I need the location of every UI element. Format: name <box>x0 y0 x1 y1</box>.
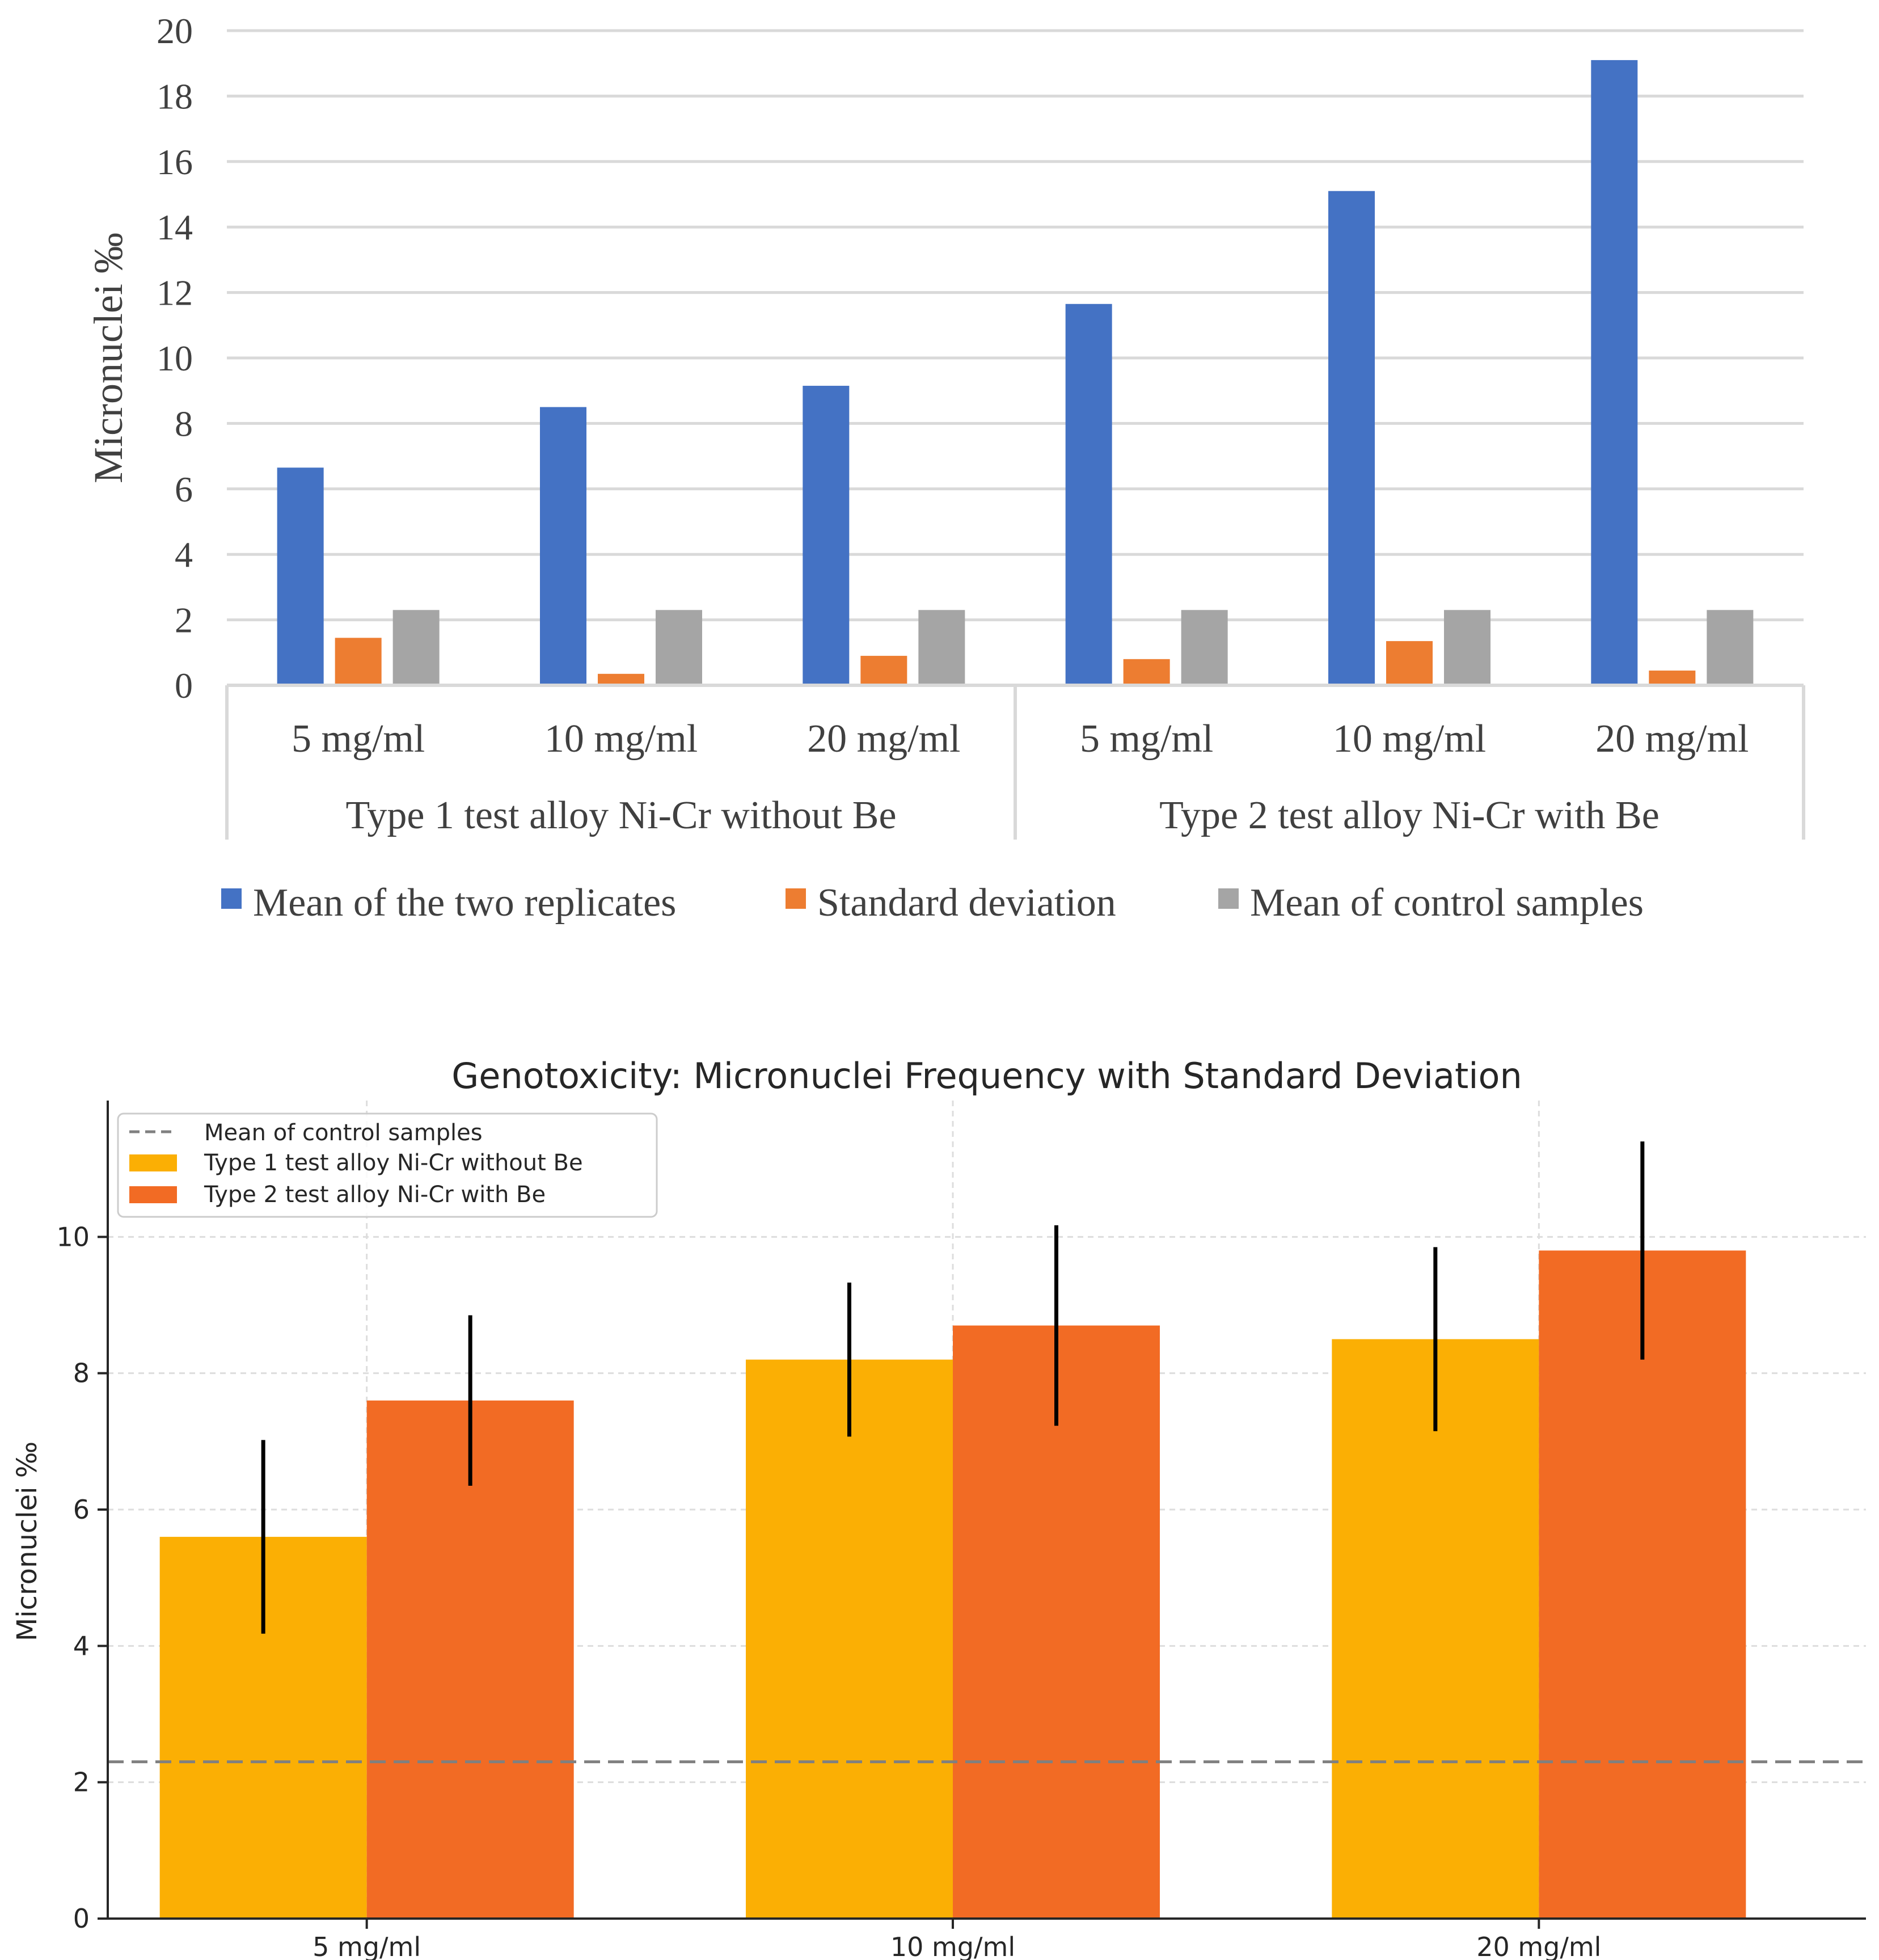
y-tick-label: 6 <box>175 469 193 509</box>
legend-frame <box>117 1112 658 1218</box>
bar <box>366 1400 574 1919</box>
bar <box>1539 1250 1746 1919</box>
legend-label: Type 1 test alloy Ni-Cr without Be <box>204 1150 583 1176</box>
bar <box>598 673 644 685</box>
x-tick-label: 10 mg/ml <box>1333 717 1486 761</box>
legend-label: Mean of control samples <box>204 1120 483 1146</box>
bar <box>277 467 324 685</box>
bar <box>1181 610 1228 685</box>
x-tick-label: 20 mg/ml <box>1476 1932 1601 1960</box>
y-tick-label: 2 <box>175 600 193 640</box>
chart-genotoxicity: Genotoxicity: Micronuclei Frequency with… <box>11 1055 1866 1960</box>
y-tick-label: 20 <box>157 11 193 51</box>
legend-label: Standard deviation <box>817 881 1116 925</box>
y-tick-label: 4 <box>175 534 193 575</box>
bar <box>1444 610 1490 685</box>
legend-label: Mean of control samples <box>1250 881 1644 925</box>
y-tick-label: 6 <box>73 1494 90 1525</box>
y-tick-label: 2 <box>73 1767 90 1798</box>
y-axis-label: Micronuclei ‰ <box>11 1441 43 1641</box>
legend-swatch <box>1218 888 1239 909</box>
bar <box>860 656 907 685</box>
x-tick-label: 10 mg/ml <box>890 1932 1015 1960</box>
bar <box>1707 610 1754 685</box>
legend: Mean of control samples Type 1 test alloy… <box>117 1112 658 1218</box>
bar <box>1123 659 1170 685</box>
y-tick-label: 14 <box>157 207 193 247</box>
bar <box>392 610 440 685</box>
group-label: Type 2 test alloy Ni-Cr with Be <box>1159 794 1660 837</box>
bar <box>540 407 586 685</box>
y-tick-label: 10 <box>56 1221 90 1252</box>
x-tick-label: 20 mg/ml <box>807 717 960 761</box>
y-tick-label: 12 <box>157 273 193 313</box>
bar <box>1386 641 1433 685</box>
legend-swatch <box>129 1154 177 1171</box>
bar <box>746 1359 953 1919</box>
bar <box>656 610 702 685</box>
chart-title: Genotoxicity: Micronuclei Frequency with… <box>451 1055 1522 1097</box>
y-tick-label: 10 <box>157 338 193 378</box>
x-tick-label: 20 mg/ml <box>1595 717 1749 761</box>
y-tick-label: 4 <box>73 1630 90 1661</box>
y-tick-label: 0 <box>175 665 193 706</box>
bar <box>335 638 382 685</box>
legend-swatch <box>786 888 806 909</box>
y-tick-label: 0 <box>73 1903 90 1934</box>
bar <box>918 610 965 685</box>
bar <box>1649 671 1696 685</box>
bar <box>1591 60 1638 685</box>
x-tick-label: 10 mg/ml <box>544 717 698 761</box>
bar <box>1065 304 1112 685</box>
bar <box>803 386 850 685</box>
bar <box>1332 1339 1539 1919</box>
legend-label: Mean of the two replicates <box>253 881 676 925</box>
y-tick-label: 8 <box>73 1358 90 1389</box>
group-label: Type 1 test alloy Ni-Cr without Be <box>345 794 896 837</box>
legend-swatch <box>129 1186 177 1203</box>
bar <box>1328 191 1375 686</box>
y-tick-label: 16 <box>157 142 193 182</box>
x-tick-label: 5 mg/ml <box>313 1932 421 1960</box>
y-tick-label: 8 <box>175 403 193 444</box>
legend-swatch <box>221 888 242 909</box>
legend: Mean of the two replicates Standard devia… <box>221 881 1644 925</box>
y-tick-label: 18 <box>157 76 193 116</box>
x-tick-label: 5 mg/ml <box>1080 717 1213 761</box>
x-tick-label: 5 mg/ml <box>292 717 425 761</box>
legend-label: Type 2 test alloy Ni-Cr with Be <box>204 1182 546 1208</box>
y-axis-label: Micronuclei ‰ <box>86 233 131 483</box>
chart-micronuclei-by-alloy: 0 2 4 6 8 10 12 14 16 18 20 Micronuclei ‰ 5 mg/ml 10 … <box>86 11 1805 925</box>
